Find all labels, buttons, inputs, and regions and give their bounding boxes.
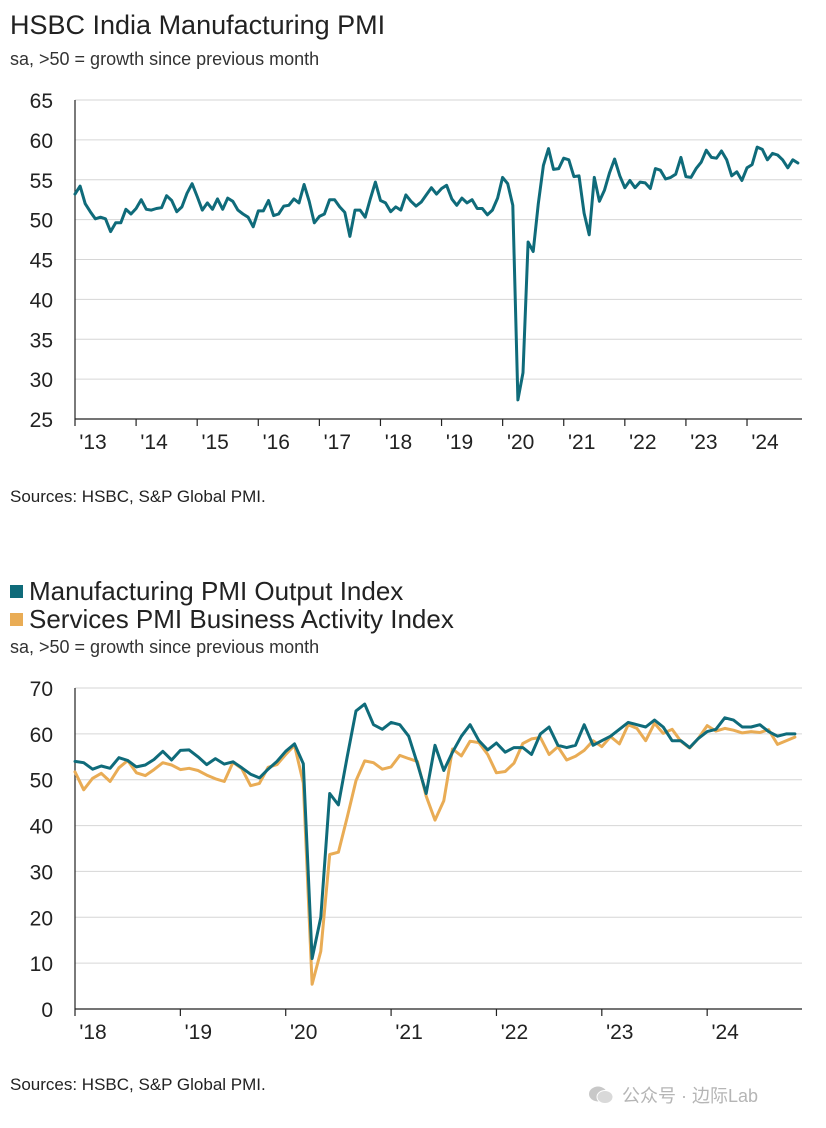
chart1-x-tick-label: '23 bbox=[690, 431, 717, 454]
legend-swatch-manufacturing bbox=[10, 585, 23, 598]
chart2-source: Sources: HSBC, S&P Global PMI. bbox=[10, 1075, 266, 1094]
chart1-x-tick-label: '15 bbox=[201, 431, 228, 454]
chart2-y-tick-label: 60 bbox=[30, 724, 53, 747]
chart2-x-tick-label: '23 bbox=[606, 1021, 633, 1044]
chart2-y-tick-label: 20 bbox=[30, 907, 53, 930]
chart1-x-tick-label: '16 bbox=[263, 431, 290, 454]
chart2-y-tick-label: 0 bbox=[41, 999, 53, 1022]
chart1-y-tick-label: 50 bbox=[30, 210, 53, 233]
chart1-y-tick-label: 60 bbox=[30, 130, 53, 153]
legend-label-services: Services PMI Business Activity Index bbox=[29, 604, 454, 634]
watermark: 公众号 · 边际Lab bbox=[588, 1082, 758, 1108]
chart1-x-tick-label: '21 bbox=[568, 431, 595, 454]
chart2-subtitle: sa, >50 = growth since previous month bbox=[10, 637, 320, 657]
chart1-y-tick-label: 65 bbox=[30, 90, 53, 113]
chart1-x-tick-label: '24 bbox=[751, 431, 779, 454]
chart2-y-tick-label: 50 bbox=[30, 770, 53, 793]
chart1-title: HSBC India Manufacturing PMI bbox=[10, 10, 386, 40]
chart1-y-tick-label: 30 bbox=[30, 369, 53, 392]
chart1-x-tick-label: '17 bbox=[324, 431, 351, 454]
chart2-x-tick-label: '22 bbox=[501, 1021, 528, 1044]
legend-swatch-services bbox=[10, 613, 23, 626]
chart2-x-tick-label: '20 bbox=[290, 1021, 317, 1044]
chart1-x-tick-label: '22 bbox=[629, 431, 656, 454]
legend-item-manufacturing: Manufacturing PMI Output Index bbox=[10, 576, 403, 607]
watermark-text: 公众号 · 边际Lab bbox=[622, 1086, 759, 1106]
chart1-x-tick-label: '19 bbox=[446, 431, 473, 454]
legend-label-manufacturing: Manufacturing PMI Output Index bbox=[29, 576, 404, 606]
chart1-subtitle: sa, >50 = growth since previous month bbox=[10, 49, 320, 69]
chart2-y-tick-label: 70 bbox=[30, 678, 53, 701]
chart1-y-tick-label: 35 bbox=[30, 329, 53, 352]
chart2-x-tick-label: '24 bbox=[711, 1021, 739, 1044]
legend-item-services: Services PMI Business Activity Index bbox=[10, 604, 454, 635]
chart1-y-tick-label: 40 bbox=[30, 289, 53, 312]
chart1-x-tick-label: '18 bbox=[385, 431, 412, 454]
chart2-y-tick-label: 10 bbox=[30, 953, 53, 976]
chart1-y-tick-label: 25 bbox=[30, 409, 53, 432]
chart1-series-hsbc-india-manufacturing-pmi bbox=[73, 145, 800, 402]
chart2-x-tick-label: '19 bbox=[185, 1021, 212, 1044]
chart2-y-tick-label: 30 bbox=[30, 861, 53, 884]
chart1-source: Sources: HSBC, S&P Global PMI. bbox=[10, 487, 266, 506]
chart2-series-manufacturing-pmi-output-index bbox=[73, 702, 797, 961]
chart2-series-services-pmi-business-activity-index bbox=[73, 721, 797, 986]
chart2-plot: 0 10 20 30 40 50 60 70 '18 '19 '20 '21 '22 '23 '24 bbox=[30, 678, 802, 1044]
chart1-x-tick-label: '13 bbox=[79, 431, 106, 454]
chart1-plot: 25 30 35 40 45 50 55 60 65 '13 '14 '15 '16 '17 '18 '19 '… bbox=[30, 90, 802, 454]
wechat-icon bbox=[589, 1086, 614, 1104]
chart2-y-tick-label: 40 bbox=[30, 816, 53, 839]
chart2-x-tick-label: '21 bbox=[395, 1021, 422, 1044]
chart2-x-tick-label: '18 bbox=[79, 1021, 106, 1044]
chart1-y-tick-label: 45 bbox=[30, 250, 53, 273]
chart1-x-tick-label: '20 bbox=[507, 431, 534, 454]
chart1-x-tick-label: '14 bbox=[140, 431, 168, 454]
chart1-y-tick-label: 55 bbox=[30, 170, 53, 193]
